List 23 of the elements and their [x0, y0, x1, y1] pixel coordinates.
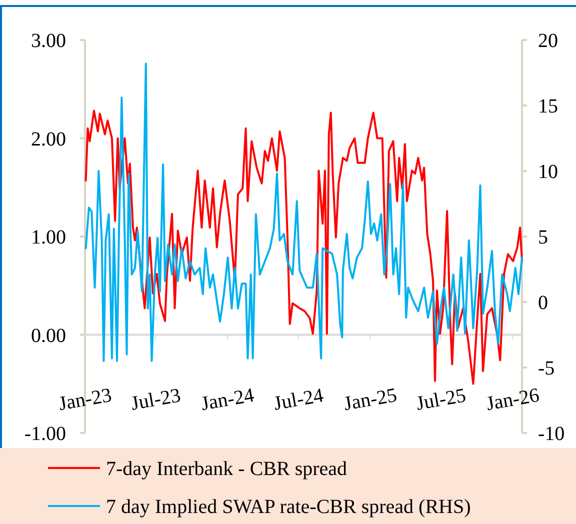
x-tick-label: Jul-23 — [129, 384, 182, 415]
y2-tick-label: 5 — [538, 226, 548, 248]
x-tick-label: Jan-24 — [199, 384, 256, 416]
x-tick-label: Jul-24 — [272, 384, 326, 415]
x-tick-label: Jul-25 — [414, 384, 468, 415]
y-tick-label: -1.00 — [24, 423, 66, 445]
y2-tick-label: 15 — [538, 96, 558, 118]
x-tick-label: Jan-25 — [342, 384, 399, 416]
y-tick-label: 0.00 — [31, 324, 66, 347]
y-tick-label: 2.00 — [31, 128, 66, 150]
y2-tick-label: 0 — [538, 292, 548, 314]
y-tick-label: 1.00 — [31, 226, 66, 248]
legend-label: 7-day Interbank - CBR spread — [106, 458, 348, 480]
x-tick-label: Jan-26 — [484, 384, 541, 416]
y-tick-label: 3.00 — [31, 30, 66, 52]
y2-tick-label: -10 — [538, 423, 565, 445]
x-tick-label: Jan-23 — [57, 384, 114, 416]
y2-tick-label: 10 — [538, 161, 558, 183]
line-series — [84, 110, 523, 385]
line-series — [84, 62, 523, 362]
y2-tick-label: -5 — [538, 358, 555, 380]
legend-label: 7 day Implied SWAP rate-CBR spread (RHS) — [106, 496, 471, 518]
y2-tick-label: 20 — [538, 30, 558, 52]
